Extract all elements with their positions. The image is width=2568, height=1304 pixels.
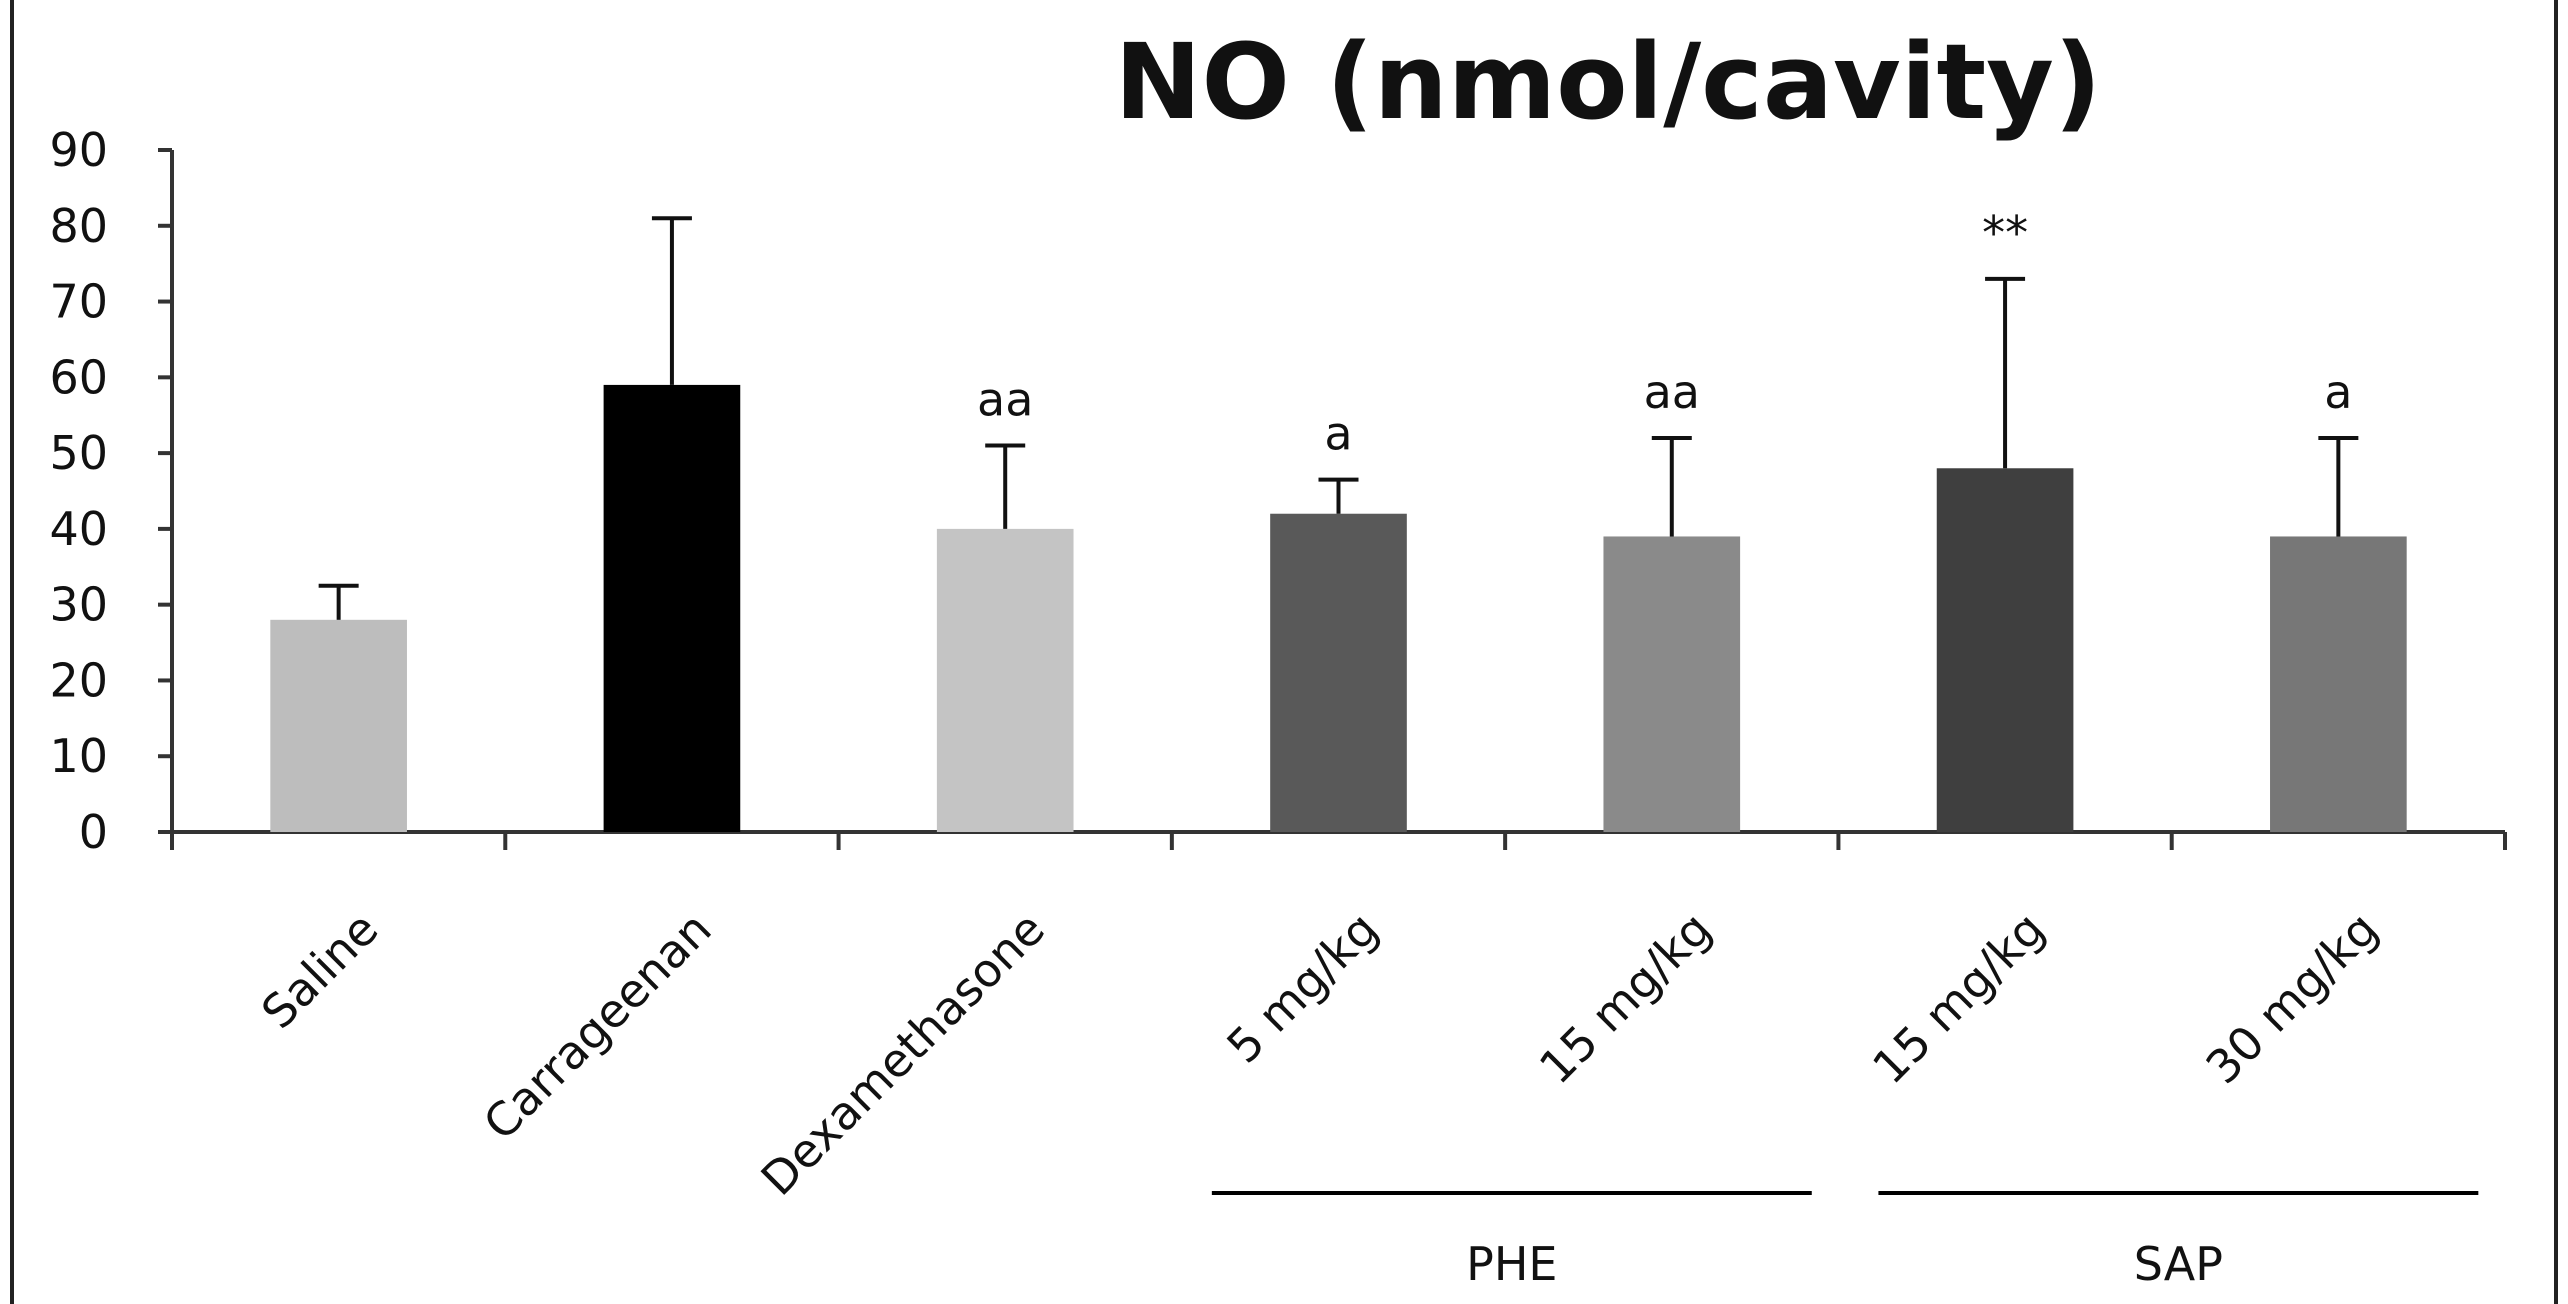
- y-tick-label: 10: [49, 729, 108, 783]
- x-axis: [170, 830, 2507, 850]
- y-tick-label: 20: [49, 653, 108, 707]
- bar: [1936, 468, 2074, 832]
- bars: [270, 384, 2407, 832]
- y-tick-label: 80: [49, 199, 108, 253]
- bar: [2270, 536, 2407, 832]
- group-brackets: PHE SAP: [1211, 1191, 2479, 1291]
- y-tick-label: 0: [79, 805, 108, 859]
- category-label: Saline: [251, 902, 388, 1039]
- bar: [270, 619, 407, 832]
- y-tick-label: 30: [49, 578, 108, 632]
- significance-annotation: a: [2324, 365, 2352, 419]
- y-tick-label: 70: [49, 275, 108, 329]
- category-label: 5 mg/kg: [1216, 902, 1388, 1074]
- y-tick-label: 40: [49, 502, 108, 556]
- y-tick-label: 90: [49, 123, 108, 177]
- significance-annotation: aa: [977, 373, 1033, 427]
- significance-annotation: **: [1982, 206, 2028, 260]
- category-label: 30 mg/kg: [2195, 902, 2388, 1095]
- bar: [936, 528, 1074, 832]
- error-bars: [318, 216, 2359, 620]
- y-tick-label: 50: [49, 426, 108, 480]
- y-tick-label: 60: [49, 350, 108, 404]
- bar: [1270, 513, 1407, 832]
- category-label: 15 mg/kg: [1862, 902, 2055, 1095]
- category-label: Dexamethasone: [751, 902, 1055, 1206]
- bar: [603, 384, 741, 832]
- chart-title: NO (nmol/cavity): [1115, 21, 2102, 143]
- group-label: PHE: [1466, 1237, 1557, 1291]
- group-label: SAP: [2134, 1237, 2223, 1291]
- bar: [1603, 536, 1741, 832]
- category-label: Carrageenan: [473, 902, 722, 1151]
- y-axis: 0 10 20 30 40 50 60 70 80 90: [49, 123, 174, 859]
- category-label: 15 mg/kg: [1529, 902, 1722, 1095]
- significance-annotation: aa: [1644, 365, 1700, 419]
- significance-annotation: a: [1324, 407, 1352, 461]
- category-labels: Saline Carrageenan Dexamethasone 5 mg/kg 15 …: [251, 902, 2388, 1206]
